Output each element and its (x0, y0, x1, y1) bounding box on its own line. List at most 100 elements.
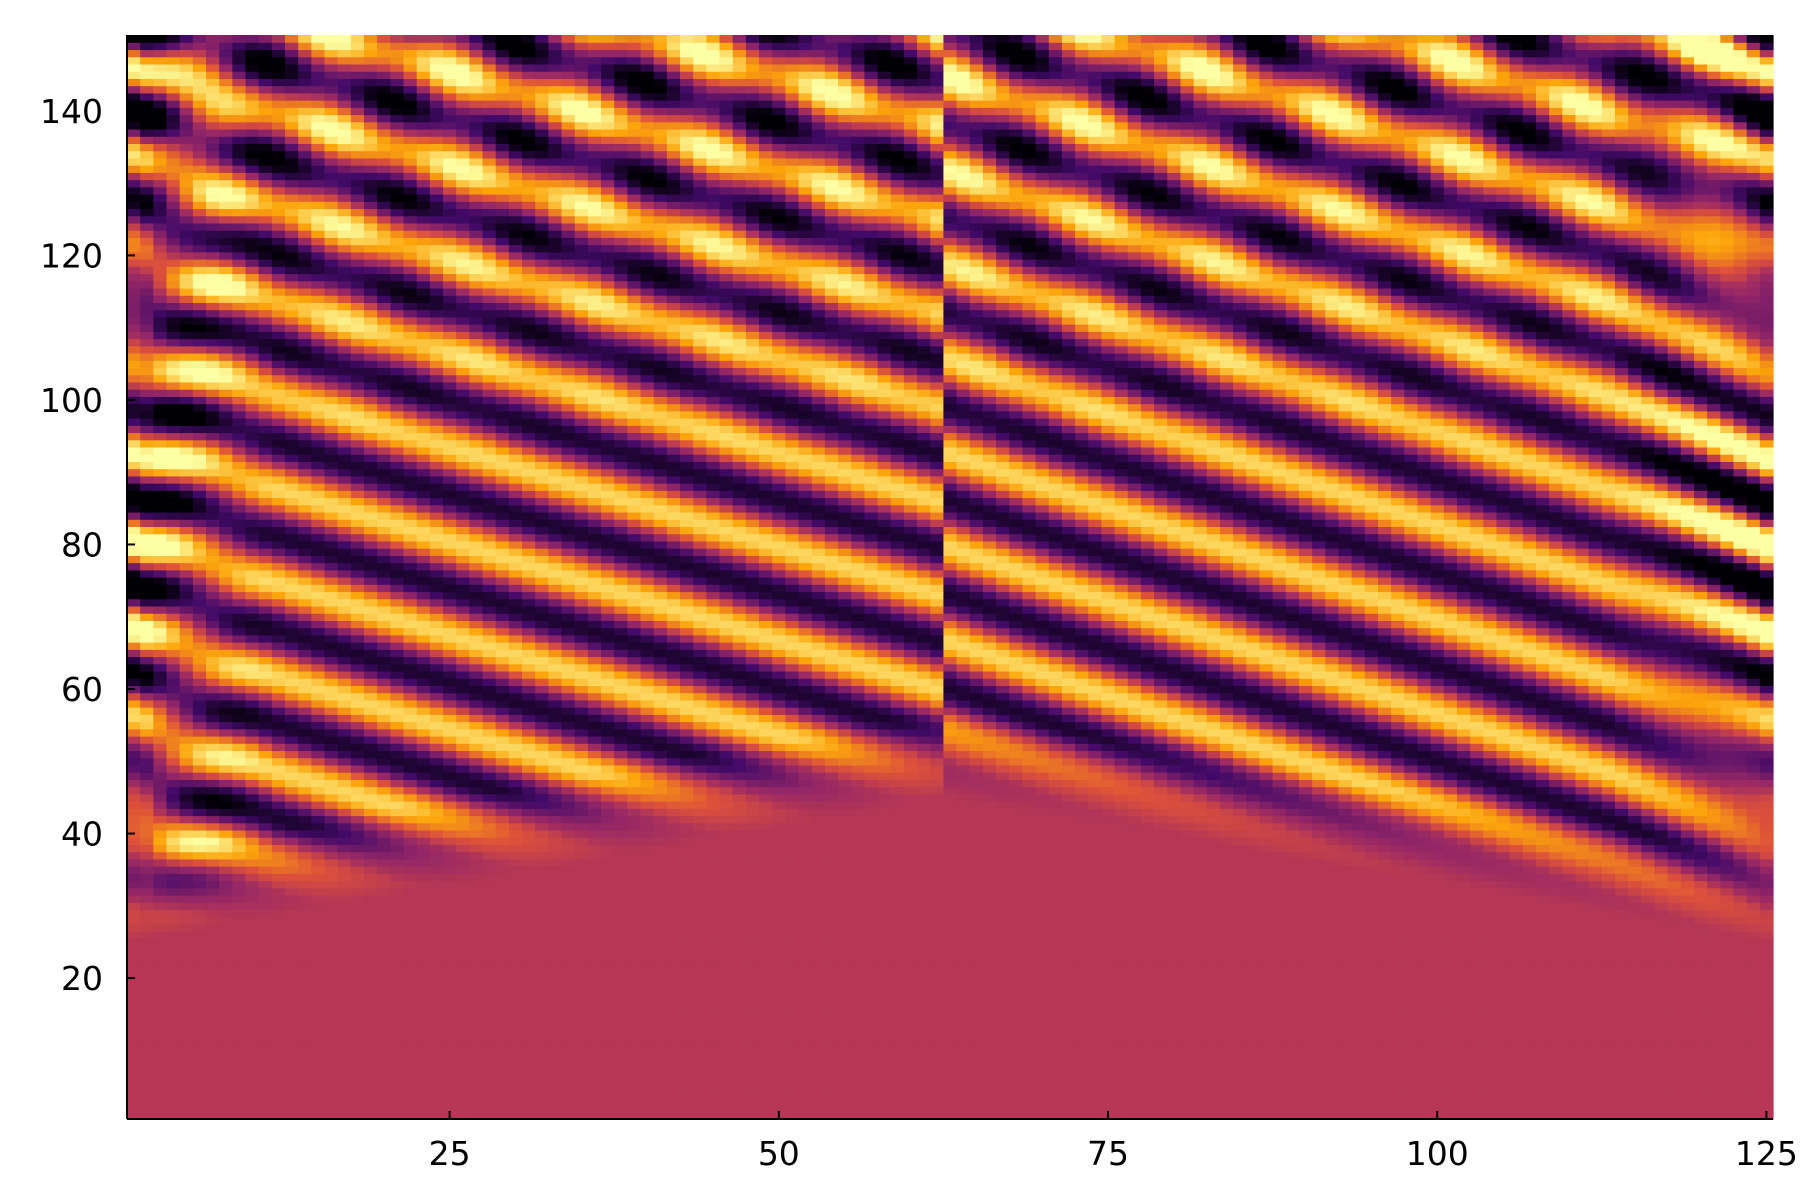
heatmap-cell (666, 916, 681, 925)
heatmap-cell (1377, 887, 1392, 896)
heatmap-cell (482, 1003, 497, 1012)
heatmap-cell (1549, 1090, 1563, 1098)
heatmap-cell (298, 1025, 312, 1033)
heatmap-cell (890, 858, 905, 867)
heatmap-cell (680, 1090, 694, 1098)
heatmap-cell (1351, 1111, 1366, 1120)
heatmap-cell (469, 1046, 484, 1055)
heatmap-cell (403, 902, 418, 911)
heatmap-cell (350, 1090, 365, 1098)
heatmap-cell (1246, 1025, 1261, 1033)
heatmap-cell (1535, 837, 1550, 845)
heatmap-cell (390, 945, 405, 954)
heatmap-cell (1206, 988, 1221, 997)
heatmap-cell (403, 952, 418, 961)
heatmap-cell (1180, 1090, 1195, 1098)
heatmap-cell (1693, 858, 1708, 867)
heatmap-cell (982, 1032, 997, 1041)
heatmap-cell (350, 996, 365, 1004)
heatmap-cell (930, 938, 945, 947)
heatmap-cell (785, 981, 800, 990)
heatmap-cell (1325, 1003, 1340, 1012)
heatmap-cell (1509, 1003, 1524, 1012)
heatmap-cell (311, 988, 326, 997)
heatmap-cell (1430, 1032, 1445, 1041)
heatmap-cell (522, 858, 536, 867)
heatmap-cell (653, 1025, 668, 1033)
heatmap-cell (1641, 1068, 1656, 1077)
heatmap-cell (271, 1104, 286, 1113)
heatmap-cell (1667, 851, 1682, 860)
heatmap-cell (732, 967, 747, 976)
heatmap-cell (1364, 1039, 1379, 1048)
heatmap-cell (1654, 1046, 1669, 1055)
heatmap-cell (759, 1053, 773, 1062)
heatmap-cell (851, 851, 866, 860)
heatmap-cell (943, 1090, 958, 1098)
heatmap-cell (429, 1010, 444, 1019)
heatmap-cell (587, 829, 602, 838)
heatmap-cell (298, 1053, 312, 1062)
heatmap-cell (1285, 981, 1300, 990)
heatmap-cell (1180, 1039, 1195, 1048)
heatmap-cell (1233, 1090, 1247, 1098)
heatmap-cell (824, 988, 839, 997)
heatmap-cell (824, 945, 839, 954)
heatmap-cell (1325, 1010, 1340, 1019)
heatmap-cell (1654, 1025, 1669, 1033)
heatmap-cell (1377, 1097, 1392, 1106)
heatmap-cell (390, 902, 405, 911)
heatmap-cell (324, 1068, 339, 1077)
heatmap-cell (508, 902, 523, 911)
heatmap-cell (495, 1090, 510, 1098)
heatmap-cell (811, 1068, 826, 1077)
heatmap-cell (1259, 945, 1274, 954)
heatmap-cell (838, 873, 852, 882)
heatmap-cell (469, 1032, 484, 1041)
heatmap-cell (153, 1061, 168, 1070)
heatmap-cell (1707, 981, 1721, 990)
heatmap-cell (232, 829, 247, 838)
heatmap-cell (482, 880, 497, 889)
heatmap-cell (824, 1025, 839, 1033)
heatmap-cell (324, 945, 339, 954)
heatmap-cell (1628, 1061, 1642, 1070)
heatmap-cell (1601, 1039, 1616, 1048)
heatmap-cell (311, 858, 326, 867)
heatmap-cell (785, 873, 800, 882)
heatmap-cell (798, 974, 813, 983)
heatmap-cell (982, 981, 997, 990)
heatmap-cell (982, 931, 997, 939)
heatmap-cell (1509, 1061, 1524, 1070)
heatmap-cell (390, 851, 405, 860)
heatmap-cell (1035, 952, 1050, 961)
heatmap-cell (1312, 1003, 1326, 1012)
heatmap-cell (1272, 1061, 1287, 1070)
heatmap-cell (798, 844, 813, 853)
heatmap-cell (798, 1104, 813, 1113)
heatmap-cell (1140, 981, 1155, 990)
heatmap-cell (1272, 960, 1287, 968)
heatmap-cell (298, 931, 312, 939)
heatmap-cell (653, 945, 668, 954)
heatmap-cell (706, 1061, 721, 1070)
heatmap-cell (917, 923, 931, 932)
heatmap-cell (1456, 1046, 1471, 1055)
heatmap-cell (508, 1068, 523, 1077)
heatmap-cell (1522, 902, 1537, 911)
heatmap-cell (1667, 1032, 1682, 1041)
heatmap-cell (1114, 938, 1129, 947)
heatmap-cell (1470, 866, 1484, 874)
heatmap-cell (1720, 996, 1735, 1004)
heatmap-cell (930, 1010, 945, 1019)
heatmap-cell (587, 1090, 602, 1098)
heatmap-cell (1246, 1053, 1261, 1062)
heatmap-cell (1206, 1039, 1221, 1048)
heatmap-cell (1219, 996, 1234, 1004)
heatmap-cell (140, 923, 154, 932)
heatmap-cell (1601, 851, 1616, 860)
heatmap-cell (943, 1025, 958, 1033)
heatmap-cell (429, 1061, 444, 1070)
heatmap-cell (930, 960, 945, 968)
heatmap-cell (706, 1082, 721, 1091)
